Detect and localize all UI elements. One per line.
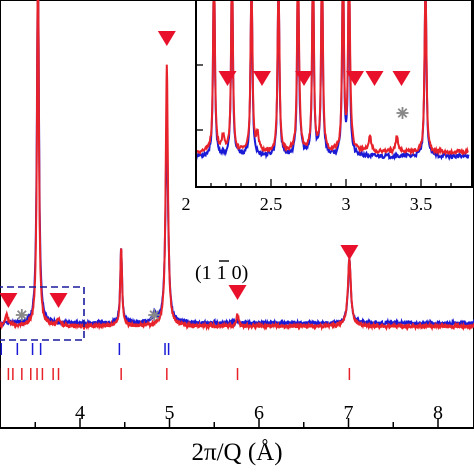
x-tick-label: 7 — [344, 402, 354, 424]
inset-plot: 2 2.5 3 3.5 — [182, 0, 473, 214]
inset-frame — [195, 0, 473, 188]
star-stroke — [397, 108, 408, 118]
peak-markers — [0, 31, 359, 321]
red-series-line — [0, 0, 474, 332]
main-x-ticks — [34, 418, 439, 428]
reflection-tick-marks — [0, 343, 351, 380]
main-plot-frame — [0, 0, 474, 429]
main-x-tick-labels: 4 5 6 7 8 — [75, 402, 443, 424]
inset-triangle-marker — [253, 71, 271, 86]
x-tick-label: 6 — [254, 402, 264, 424]
x-axis-label: 2π/Q (Å) — [191, 439, 282, 466]
inset-triangle-marker — [392, 71, 411, 86]
triangle-marker — [340, 245, 359, 260]
inset-star-marker — [396, 107, 409, 119]
inset-red-series-line — [197, 1, 469, 157]
star-marker — [148, 309, 161, 321]
triangle-marker — [49, 293, 68, 308]
zoom-region-box — [0, 286, 85, 341]
star-stroke — [149, 310, 160, 320]
inset-triangle-marker — [365, 71, 384, 86]
inset-x-tick-label: 2.5 — [260, 194, 283, 214]
inset-triangle-marker — [346, 71, 364, 86]
star-marker — [15, 309, 28, 321]
reflection-annotation: (1 1 0) — [195, 262, 248, 284]
triangle-marker — [228, 285, 247, 300]
inset-x-ticks — [195, 64, 452, 187]
star-stroke — [16, 310, 27, 320]
inset-triangle-marker — [218, 71, 237, 86]
x-tick-label: 8 — [433, 402, 443, 424]
x-tick-label: 5 — [165, 402, 175, 424]
inset-peak-markers — [218, 71, 411, 119]
inset-curves — [197, 1, 470, 161]
triangle-marker — [157, 31, 176, 46]
overlined-index: 1 — [217, 262, 227, 284]
diffraction-curves — [0, 0, 474, 332]
inset-x-tick-label: 3.5 — [410, 194, 433, 214]
x-tick-label: 4 — [75, 402, 85, 424]
triangle-marker — [0, 293, 18, 308]
inset-x-tick-labels: 2 2.5 3 3.5 — [182, 194, 433, 214]
inset-triangle-marker — [295, 71, 313, 86]
inset-x-tick-label: 3 — [342, 194, 351, 214]
inset-x-tick-label: 2 — [182, 194, 191, 214]
